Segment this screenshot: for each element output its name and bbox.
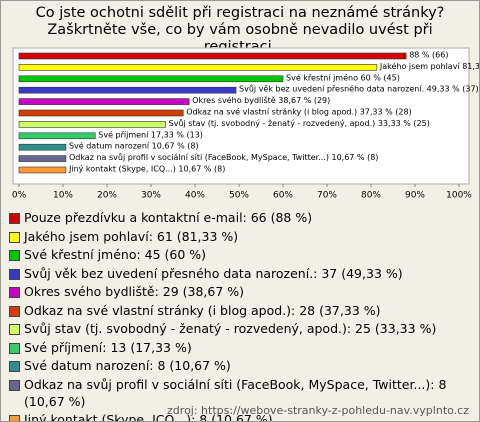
legend-item: Odkaz na svůj profil v sociální síti (Fa… (9, 376, 473, 410)
legend-label: Své křestní jméno: 45 (60 %) (24, 247, 207, 262)
legend-label: Odkaz na své vlastní stránky (i blog apo… (24, 302, 381, 318)
legend-swatch (9, 324, 20, 335)
x-tick-label: 10% (53, 191, 73, 201)
legend-swatch (9, 361, 20, 372)
bar (18, 86, 237, 94)
bar (18, 75, 284, 83)
source: zdroj: https://webove-stranky-z-pohledu-… (167, 404, 469, 417)
legend-label: Své datum narození: 8 (10,67 %) (24, 358, 231, 373)
plot: 0% 10% 20% 30% 40% 50% 60% 70% 80% 90% 100% 88 % (6… (12, 47, 479, 201)
data-label: Okres svého bydliště 38,67 % (29) (192, 95, 330, 105)
bar (18, 155, 67, 162)
data-label: Jiný kontakt (Skype, ICQ...) 10,67 % (8) (68, 165, 225, 174)
bar (18, 132, 96, 140)
data-label: Odkaz na své vlastní stránky (i blog apo… (186, 107, 411, 117)
legend-item: Pouze přezdívku a kontaktní e-mail: 66 (… (9, 209, 473, 226)
legend-swatch (9, 379, 20, 391)
x-tick-label: 0% (12, 191, 27, 201)
legend-label: Svůj věk bez uvedení přesného data naroz… (24, 265, 403, 281)
legend-swatch (9, 287, 20, 298)
bar (18, 121, 166, 128)
x-tick-label: 100% (446, 191, 472, 201)
data-label: Jakého jsem pohlaví 81,33 % (61) (379, 61, 479, 71)
legend-item: Jiný kontakt (Skype, ICQ...): 8 (10,67 %… (9, 411, 473, 422)
legend-item: Svůj stav (tj. svobodný - ženatý - rozve… (9, 320, 473, 337)
legend-item: Odkaz na své vlastní stránky (i blog apo… (9, 302, 473, 319)
data-label: Svůj věk bez uvedení přesného data naroz… (239, 84, 479, 94)
x-tick-label: 50% (229, 191, 249, 201)
data-label: Své datum narození 10,67 % (8) (69, 141, 199, 151)
bar (18, 143, 67, 151)
legend-label: Okres svého bydliště: 29 (38,67 %) (24, 284, 245, 299)
legend-item: Svůj věk bez uvedení přesného data naroz… (9, 265, 473, 282)
legend-swatch (9, 268, 20, 280)
legend-label: Pouze přezdívku a kontaktní e-mail: 66 (… (24, 210, 313, 225)
legend-label: Svůj stav (tj. svobodný - ženatý - rozve… (24, 321, 437, 336)
legend-swatch (9, 213, 20, 224)
legend-swatch (9, 342, 20, 354)
bar (18, 166, 67, 174)
legend-item: Jakého jsem pohlaví: 61 (81,33 %) (9, 228, 473, 245)
x-tick-label: 70% (317, 191, 337, 201)
legend-swatch (9, 250, 20, 261)
legend-item: Okres svého bydliště: 29 (38,67 %) (9, 283, 473, 300)
legend-label: Jiný kontakt (Skype, ICQ...): 8 (10,67 %… (24, 412, 273, 422)
bar (18, 52, 407, 60)
bar (18, 64, 378, 71)
x-tick-label: 20% (97, 191, 117, 201)
data-label: Svůj stav (tj. svobodný - ženatý - rozve… (169, 118, 430, 128)
bar (18, 98, 190, 105)
x-tick-label: 60% (273, 191, 293, 201)
legend: Pouze přezdívku a kontaktní e-mail: 66 (… (9, 209, 473, 422)
x-tick-label: 30% (141, 191, 161, 201)
legend-label: Své příjmení: 13 (17,33 %) (24, 339, 192, 355)
data-label: Své křestní jméno 60 % (45) (286, 72, 400, 82)
legend-label: Jakého jsem pohlaví: 61 (81,33 %) (24, 228, 239, 244)
bar (18, 109, 184, 117)
legend-swatch (9, 305, 20, 317)
x-tick-label: 80% (361, 191, 381, 201)
x-tick-label: 90% (405, 191, 425, 201)
legend-item: Své křestní jméno: 45 (60 %) (9, 246, 473, 263)
legend-swatch (9, 231, 20, 243)
legend-item: Své datum narození: 8 (10,67 %) (9, 357, 473, 374)
legend-item: Své příjmení: 13 (17,33 %) (9, 339, 473, 356)
legend-swatch (9, 415, 20, 421)
legend-label: Odkaz na svůj profil v sociální síti (Fa… (24, 376, 447, 409)
data-label: 88 % (66) (409, 51, 448, 60)
x-tick-label: 40% (185, 191, 205, 201)
data-label: Odkaz na svůj profil v sociální síti (Fa… (69, 152, 378, 162)
data-label: Své příjmení 17,33 % (13) (98, 129, 203, 139)
